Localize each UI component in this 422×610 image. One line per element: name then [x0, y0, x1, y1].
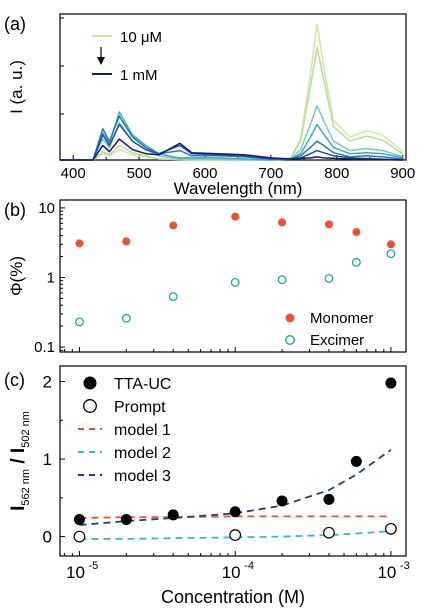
panel-c-legend-label-model-3: model 3 — [114, 468, 171, 485]
panel-c-y-axis-label-part: 562 nm — [20, 469, 32, 506]
panel-c-x-tick-exponent: -5 — [88, 560, 98, 572]
panel-a-x-tick-label: 800 — [324, 165, 349, 182]
panel-b-point-excimer — [75, 317, 84, 327]
panel-a-x-tick-label: 600 — [192, 165, 217, 182]
panel-b-frame — [59, 199, 407, 353]
panel-b-point-excimer — [324, 273, 334, 283]
panel-c-legend-marker-prompt — [83, 399, 97, 413]
panel-c-y-tick-label: 1 — [43, 450, 52, 469]
panel-c-point-tta-uc — [229, 506, 241, 518]
panel-b-point-monomer — [386, 240, 395, 249]
panel-c-x-tick-label: 10 — [66, 563, 85, 582]
panel-c-y-axis-label-part: 502 nm — [20, 411, 32, 448]
panel-b-point-excimer — [386, 249, 396, 259]
panel-b-legend-marker-monomer — [285, 313, 295, 323]
panel-c-curve-model-3 — [79, 449, 392, 526]
panel-a-series-line-5 — [60, 115, 403, 161]
panel-a-x-tick-label: 400 — [61, 165, 86, 182]
panel-c-y-axis-label-part: I — [8, 506, 29, 511]
panel-b-point-monomer — [231, 212, 240, 221]
panel-b-label: (b) — [4, 200, 26, 220]
panel-b-point-monomer — [352, 228, 361, 237]
panel-a-x-tick-label: 500 — [127, 165, 152, 182]
panel-a-legend-arrow-head — [97, 57, 105, 65]
panel-c-x-axis-label: Concentration (M) — [161, 587, 305, 607]
panel-c-point-prompt — [229, 529, 242, 541]
panel-b-y-tick-label: 0.1 — [34, 339, 55, 356]
panel-c-y-axis-label: I562 nm / I502 nm — [8, 411, 32, 511]
panel-c-x-tick-exponent: -4 — [244, 560, 254, 572]
panel-b-point-excimer — [121, 313, 131, 323]
panel-a-x-tick-label: 900 — [390, 165, 415, 182]
panel-b-point-monomer — [122, 237, 131, 246]
panel-c-x-tick-label: 10 — [222, 563, 241, 582]
panel-c-point-prompt — [73, 530, 86, 543]
panel-c-point-tta-uc — [276, 495, 288, 507]
panel-c-point-tta-uc — [350, 455, 362, 467]
panel-c-point-tta-uc — [167, 509, 179, 521]
panel-b-point-monomer — [75, 239, 84, 248]
panel-c-x-tick-exponent: -3 — [400, 560, 410, 572]
panel-c-curve-model-2 — [79, 530, 391, 540]
panel-a-legend-top-label: 10 μM — [120, 29, 162, 46]
panel-c-point-prompt — [323, 526, 335, 539]
panel-b-y-tick-label: 1 — [47, 270, 55, 287]
panel-c-curve-model-1 — [79, 515, 391, 519]
panel-c-legend-marker-tta-uc — [83, 376, 97, 390]
panel-c-point-tta-uc — [120, 514, 132, 526]
panel-b-y-axis-label: Φ(%) — [7, 256, 26, 296]
panel-c-legend-label-tta-uc: TTA-UC — [114, 376, 171, 393]
panel-b-y-tick-label: 10 — [38, 200, 55, 217]
panel-c-point-tta-uc — [73, 514, 85, 526]
panel-a-label: (a) — [4, 14, 26, 34]
panel-c-y-axis-label-part: / I — [8, 448, 29, 469]
panel-c-point-tta-uc — [323, 493, 335, 505]
panel-b-point-monomer — [324, 220, 333, 229]
panel-c-legend-label-model-2: model 2 — [114, 445, 171, 462]
panel-b-point-excimer — [277, 275, 287, 285]
panel-a-series-line-6 — [60, 123, 403, 161]
panel-a-legend-bottom-label: 1 mM — [120, 67, 158, 84]
panel-b-legend-marker-excimer — [285, 335, 296, 346]
panel-c-y-tick-label: 2 — [43, 373, 52, 392]
panel-c-x-tick-label: 10 — [377, 563, 396, 582]
panel-b-point-monomer — [278, 218, 287, 227]
panel-a: (a) 400 500 600 700 800 900 Wavelength (nm) I (a… — [4, 13, 415, 198]
panel-a-series-line-7 — [60, 138, 403, 161]
panel-b-legend-label-monomer: Monomer — [310, 310, 373, 327]
panel-b-point-excimer — [230, 277, 240, 287]
panel-c-y-tick-label: 0 — [43, 528, 52, 547]
panel-a-x-axis-label: Wavelength (nm) — [174, 179, 303, 198]
panel-b-point-monomer — [169, 221, 178, 230]
panel-a-x-tick-label: 700 — [258, 165, 283, 182]
panel-b: (b) 0.1 1 10 Φ(%) Monomer Excimer — [4, 199, 407, 356]
panel-c-label: (c) — [4, 370, 25, 390]
panel-c-point-tta-uc — [385, 377, 397, 389]
panel-c-point-prompt — [385, 522, 397, 535]
panel-a-y-axis-label: I (a. u.) — [7, 60, 26, 114]
panel-c-legend-label-prompt: Prompt — [114, 399, 166, 416]
panel-c-legend-label-model-1: model 1 — [114, 422, 171, 439]
panel-b-legend-label-excimer: Excimer — [310, 332, 364, 349]
panel-b-point-excimer — [351, 257, 361, 267]
panel-c-frame — [59, 365, 407, 557]
panel-b-point-excimer — [168, 292, 178, 302]
